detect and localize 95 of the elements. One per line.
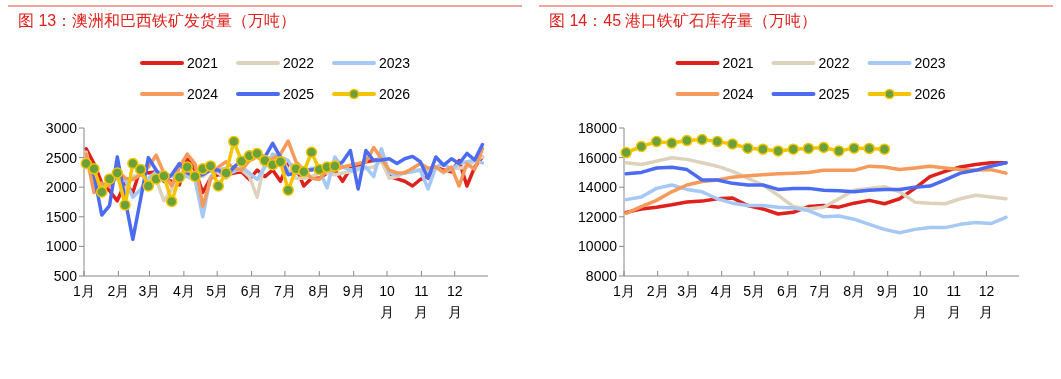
x-tick-label: 8月	[843, 283, 865, 299]
point	[165, 195, 178, 208]
legend-label: 2022	[818, 55, 850, 71]
point	[282, 184, 294, 196]
point	[274, 155, 287, 168]
point	[134, 163, 147, 176]
x-tick-label: 5月	[206, 283, 229, 299]
point	[228, 135, 240, 148]
point	[772, 145, 784, 157]
x-tick-label: 10 月	[912, 283, 929, 320]
x-tick-label: 12 月	[446, 283, 463, 320]
point	[103, 173, 116, 185]
x-tick-label: 12 月	[978, 283, 995, 320]
point	[189, 170, 201, 183]
x-tick-label: 4月	[710, 283, 733, 299]
point	[305, 146, 318, 159]
legend-label: 2024	[722, 86, 754, 102]
line-series	[624, 183, 1008, 235]
x-tick-label: 10 月	[379, 283, 395, 320]
point	[111, 167, 124, 179]
x-tick-label: 7月	[809, 283, 832, 299]
point	[119, 199, 131, 211]
y-tick-label: 12000	[578, 208, 618, 225]
point	[696, 133, 708, 146]
y-tick-label: 14000	[578, 179, 618, 196]
y-tick-label: 3000	[45, 120, 78, 136]
x-tick-label: 9月	[876, 283, 899, 299]
y-tick-label: 10000	[578, 238, 618, 255]
point	[620, 146, 632, 159]
x-tick-label: 3月	[677, 283, 699, 299]
y-tick-label: 2000	[45, 179, 78, 196]
point	[329, 160, 341, 172]
point	[173, 171, 186, 183]
x-tick-label: 1月	[73, 283, 95, 299]
y-tick-label: 1000	[45, 238, 78, 255]
y-tick-label: 1500	[45, 208, 78, 225]
x-tick-label: 11 月	[946, 283, 962, 320]
x-tick-label: 5月	[743, 283, 766, 299]
point	[787, 143, 800, 155]
point	[204, 160, 217, 172]
point	[757, 143, 769, 155]
point	[220, 167, 232, 179]
legend-label: 2023	[379, 55, 411, 71]
point	[142, 180, 155, 192]
line-series	[624, 161, 1008, 194]
point	[88, 163, 100, 175]
y-tick-label: 8000	[585, 268, 618, 284]
legend-label: 2023	[914, 55, 946, 71]
point	[833, 145, 845, 157]
legend-label: 2021	[187, 55, 219, 71]
legend-label: 2026	[379, 86, 411, 102]
point	[212, 180, 225, 192]
point	[848, 142, 860, 154]
point	[235, 155, 248, 167]
chart-title: 图 13：澳洲和巴西铁矿发货量（万吨）	[18, 12, 297, 29]
x-tick-label: 2月	[646, 283, 669, 299]
point	[741, 142, 754, 154]
legend-label: 2025	[818, 86, 850, 102]
point	[650, 135, 663, 148]
point	[635, 140, 648, 153]
y-tick-label: 500	[53, 268, 78, 284]
chart-title: 图 14：45 港口铁矿石库存量（万吨）	[549, 12, 818, 29]
point	[298, 166, 310, 178]
point	[80, 157, 92, 170]
point	[251, 147, 263, 160]
point	[127, 157, 139, 170]
point	[817, 141, 830, 154]
point	[666, 137, 678, 149]
point	[878, 143, 891, 155]
point	[158, 170, 170, 182]
x-tick-label: 1月	[613, 283, 635, 299]
legend-label: 2022	[283, 55, 315, 71]
legend-label: 2024	[187, 86, 219, 102]
legend-label: 2021	[722, 55, 754, 71]
x-tick-label: 3月	[138, 283, 161, 299]
point	[96, 186, 108, 198]
point	[681, 134, 693, 147]
point	[711, 135, 724, 148]
y-tick-label: 18000	[578, 120, 618, 136]
point	[726, 138, 739, 150]
legend-label: 2025	[283, 86, 315, 102]
y-tick-label: 2500	[45, 149, 78, 166]
x-tick-label: 9月	[342, 283, 365, 299]
y-tick-label: 16000	[578, 149, 618, 166]
x-tick-label: 8月	[308, 283, 331, 299]
point	[181, 161, 193, 173]
x-tick-label: 4月	[172, 283, 195, 299]
legend-label: 2026	[914, 86, 946, 102]
point	[863, 142, 875, 155]
x-tick-label: 6月	[776, 283, 799, 299]
x-tick-label: 2月	[107, 283, 130, 299]
x-tick-label: 11 月	[414, 283, 429, 320]
point	[802, 142, 815, 155]
x-tick-label: 7月	[273, 283, 296, 299]
x-tick-label: 6月	[240, 283, 263, 299]
